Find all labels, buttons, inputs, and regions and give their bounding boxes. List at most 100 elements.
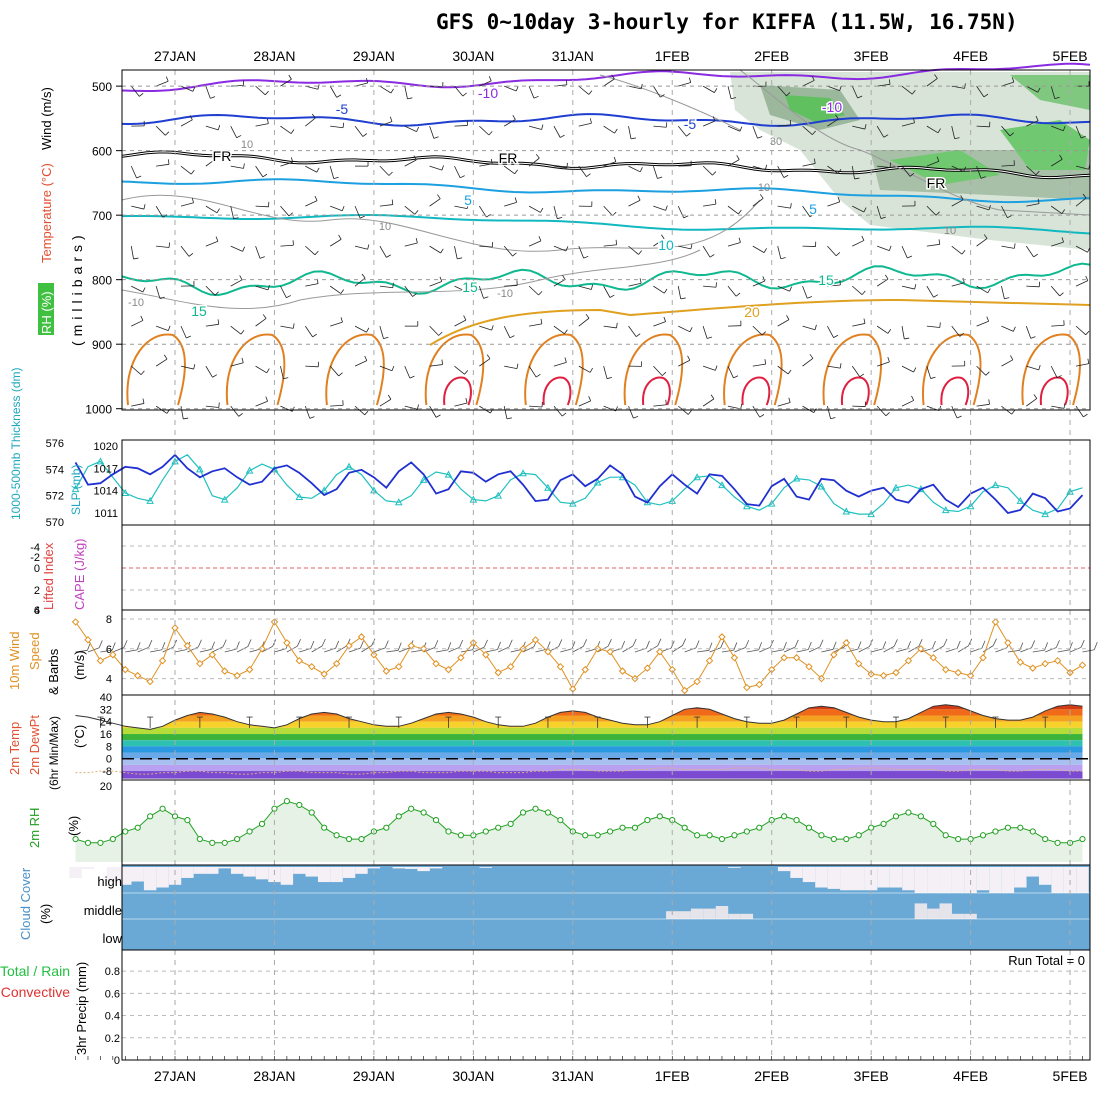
wind10m-barb-flag <box>893 639 898 647</box>
wind-barb <box>1075 165 1089 170</box>
wind-barb-flag <box>364 410 369 416</box>
rh2m-point <box>992 828 999 835</box>
wind-barb-flag <box>309 416 315 419</box>
wind-barb <box>205 365 213 378</box>
wind-barb-flag <box>830 417 836 420</box>
wind-barb-flag <box>341 205 345 211</box>
wind-barb-flag <box>680 297 686 300</box>
wind-barb <box>653 85 661 98</box>
wind10m-barb <box>684 647 697 653</box>
wind-barb <box>578 85 590 95</box>
rh2m-point <box>1029 828 1036 835</box>
wind10m-barb-flag <box>247 639 252 647</box>
wind-barb-flag <box>859 373 865 378</box>
wind10m-point <box>1078 661 1087 669</box>
wind-barb-flag <box>639 278 642 284</box>
wind10m-barb-flag <box>508 639 513 648</box>
wind-barb <box>1001 359 1014 367</box>
wind-barb-flag <box>136 175 142 179</box>
wind10m-barb-flag <box>546 641 551 650</box>
date-label-top: 29JAN <box>353 48 395 64</box>
wind10m-point <box>780 654 788 662</box>
rh2m-point <box>209 839 216 846</box>
rh2m-point <box>930 820 937 827</box>
wind10m-point <box>1041 659 1049 668</box>
wind-barb-flag <box>465 286 469 292</box>
wind-barb-flag <box>959 332 964 337</box>
wind-barb-flag <box>907 255 913 259</box>
wind-barb <box>1001 125 1011 137</box>
wind-barb <box>280 325 294 329</box>
wind-barb <box>876 278 889 287</box>
wind-barb-flag <box>538 236 542 242</box>
wind-barb <box>752 363 766 367</box>
cloud-middle-bar <box>927 908 940 919</box>
rh2m-point <box>830 835 837 843</box>
wind-barb-flag <box>661 234 665 240</box>
wind-barb <box>329 285 342 294</box>
wind10m-point <box>457 654 465 662</box>
wind-barb-flag <box>861 235 865 241</box>
wind-barb <box>454 205 468 210</box>
cloud-high-bar <box>927 867 940 893</box>
cloud-high-bar <box>404 867 418 869</box>
wind10m-barb <box>846 648 859 653</box>
wind-barb <box>702 245 711 258</box>
wind-barb <box>504 365 518 370</box>
rh-legend-swatch <box>38 283 54 335</box>
wind10m-barb-flag <box>981 640 986 649</box>
wind-barb <box>727 365 734 379</box>
date-label-bottom: 30JAN <box>452 1068 494 1084</box>
wind-barb <box>1075 280 1089 287</box>
lifted-tick-label: 2 <box>34 585 40 597</box>
wind-barb <box>628 126 632 139</box>
wind-barb-flag <box>538 291 543 296</box>
wind10m-point <box>283 639 291 647</box>
wind-barb <box>454 319 467 327</box>
wind-barb <box>628 165 641 173</box>
wind-barb-flag <box>435 414 441 418</box>
cloud-high-bar <box>852 867 865 891</box>
wind-barb-flag <box>1059 154 1063 160</box>
wind-barb-flag <box>540 318 543 324</box>
wind-barb <box>553 125 561 138</box>
wind10m-point <box>258 645 266 653</box>
wind-barb <box>876 206 882 219</box>
wind-barb <box>354 125 364 137</box>
wind-barb <box>330 205 343 212</box>
wind-barb <box>454 85 464 97</box>
rh2m-point <box>917 813 924 820</box>
cloud-high-bar <box>479 867 492 868</box>
wind-barb-flag <box>509 335 515 339</box>
wind-barb <box>628 199 641 207</box>
dewpt2m-axis-label: 2m DewPt <box>27 715 42 775</box>
wind-barb <box>901 326 905 340</box>
wind-barb <box>553 325 565 335</box>
wind-barb-flag <box>238 412 243 417</box>
wind-barb <box>205 205 218 214</box>
wind-barb <box>280 405 293 412</box>
wind-barb-flag <box>366 327 370 333</box>
lifted-tick-label: -4 <box>30 542 40 554</box>
wind10m-barb <box>783 646 796 653</box>
wind-barb-flag <box>790 203 792 209</box>
isotherm-25-loop <box>921 333 982 406</box>
thickness-point <box>494 491 503 499</box>
wind-barb <box>305 245 316 256</box>
wind-barb <box>578 122 592 127</box>
wind-barb-flag <box>687 410 692 415</box>
wind10m-barb <box>697 649 710 653</box>
wind10m-tick-label: 4 <box>106 674 112 686</box>
wind-barb <box>230 279 243 287</box>
isotherm-25-loop <box>822 333 883 406</box>
thickness-point <box>394 498 403 506</box>
wind-barb <box>205 158 217 167</box>
wind-barb-flag <box>639 167 643 173</box>
rh2m-point <box>706 832 713 839</box>
wind-barb-flag <box>312 333 317 338</box>
rh2m-point <box>457 832 465 839</box>
wind-barb-flag <box>564 357 567 363</box>
wind-barb-flag <box>611 74 615 80</box>
temp-band <box>122 758 1083 765</box>
wind-barb-flag <box>589 367 593 373</box>
